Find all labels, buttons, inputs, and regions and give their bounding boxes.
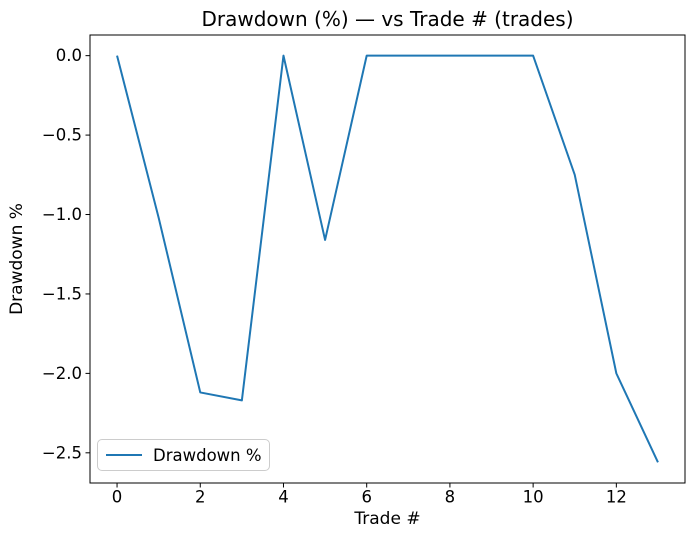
axes-spines	[89, 34, 686, 484]
x-tick-label: 6	[361, 488, 372, 507]
y-tick-label: −2.5	[42, 443, 82, 462]
legend-label: Drawdown %	[153, 445, 262, 465]
x-tick-label: 8	[445, 488, 456, 507]
y-axis-label-text: Drawdown %	[7, 203, 27, 315]
y-tick-label: −1.5	[42, 284, 82, 303]
legend-line-sample-icon	[106, 454, 142, 456]
y-tick-label: −2.0	[42, 364, 82, 383]
x-tick-label: 4	[278, 488, 289, 507]
y-tick-label: −1.0	[42, 205, 82, 224]
x-tick-label: 12	[606, 488, 627, 507]
data-line	[116, 54, 659, 463]
y-tick-label: 0.0	[56, 46, 82, 65]
x-axis-label: Trade #	[354, 509, 421, 529]
legend: Drawdown %	[97, 439, 270, 471]
chart-title: Drawdown (%) — vs Trade # (trades)	[201, 7, 574, 31]
x-tick-label: 10	[523, 488, 544, 507]
x-tick-label: 0	[112, 488, 123, 507]
x-tick-label: 2	[195, 488, 206, 507]
y-tick-label: −0.5	[42, 126, 82, 145]
